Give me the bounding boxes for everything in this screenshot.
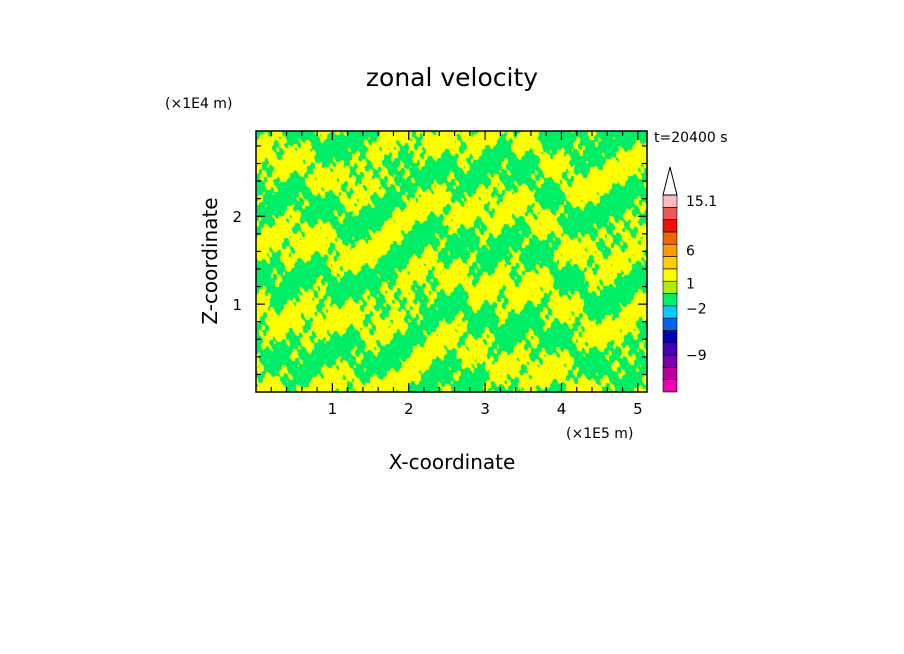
- x-tick-label: 1: [328, 400, 338, 418]
- colorbar-segment: [662, 367, 678, 380]
- colorbar: [662, 166, 678, 393]
- colorbar-segment: [662, 207, 678, 220]
- y-axis-label: Z-coordinate: [198, 197, 222, 324]
- colorbar-segment: [662, 379, 678, 393]
- y-tick-label: 1: [232, 296, 242, 314]
- colorbar-segment: [662, 194, 678, 208]
- colorbar-labels: 15.1 6 1 −2 −9: [686, 194, 717, 364]
- colorbar-segment: [662, 256, 678, 270]
- x-tick-labels: 1 2 3 4 5: [328, 400, 643, 418]
- colorbar-segment: [662, 330, 678, 344]
- x-axis-label: X-coordinate: [389, 450, 516, 474]
- axis-ticks: [256, 131, 647, 392]
- colorbar-segment: [662, 317, 678, 331]
- y-tick-label: 2: [232, 208, 242, 226]
- plot-frame: [255, 130, 648, 393]
- colorbar-segment: [662, 293, 678, 307]
- x-unit-label: (×1E5 m): [566, 426, 633, 442]
- y-tick-labels: 12: [232, 208, 242, 314]
- x-tick-label: 3: [480, 400, 490, 418]
- colorbar-segment: [662, 231, 678, 245]
- velocity-field: [256, 131, 647, 392]
- y-unit-label: (×1E4 m): [165, 96, 232, 112]
- plot-area: [255, 130, 648, 393]
- colorbar-label: 1: [686, 277, 695, 293]
- x-tick-label: 2: [404, 400, 414, 418]
- colorbar-segment: [662, 305, 678, 319]
- chart-title: zonal velocity: [366, 63, 538, 92]
- colorbar-label: −9: [686, 348, 707, 364]
- colorbar-label: 6: [686, 243, 695, 259]
- x-tick-label: 4: [557, 400, 567, 418]
- colorbar-label: −2: [686, 301, 707, 317]
- colorbar-segment: [662, 243, 678, 257]
- colorbar-segment: [662, 280, 678, 294]
- colorbar-label: 15.1: [686, 194, 717, 210]
- colorbar-segment: [662, 219, 678, 233]
- time-label: t=20400 s: [654, 130, 728, 146]
- colorbar-segment: [662, 268, 678, 282]
- colorbar-segment: [662, 354, 678, 368]
- colorbar-over-arrow: [662, 166, 678, 196]
- colorbar-segment: [662, 342, 678, 356]
- velocity-field-image: [256, 131, 647, 392]
- x-tick-label: 5: [633, 400, 643, 418]
